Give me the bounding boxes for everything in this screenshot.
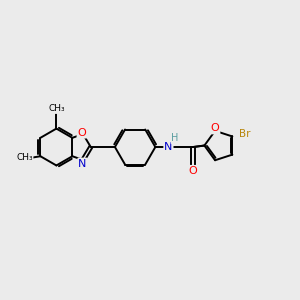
- Text: O: O: [211, 124, 219, 134]
- Text: CH₃: CH₃: [16, 153, 33, 162]
- Text: CH₃: CH₃: [48, 104, 65, 113]
- Text: Br: Br: [239, 129, 250, 139]
- Text: O: O: [189, 166, 197, 176]
- Text: O: O: [77, 128, 86, 138]
- Text: H: H: [171, 133, 179, 143]
- Text: N: N: [164, 142, 172, 152]
- Text: N: N: [78, 158, 87, 169]
